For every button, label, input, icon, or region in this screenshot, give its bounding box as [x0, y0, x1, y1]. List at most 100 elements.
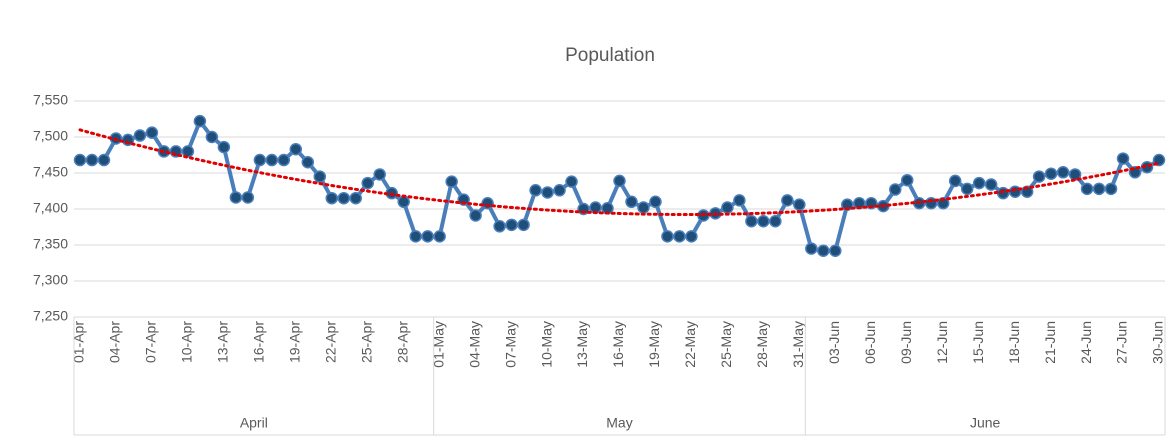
data-point [277, 153, 291, 167]
x-tick-label: 25-Apr [358, 321, 374, 363]
group-label: May [606, 415, 632, 431]
data-point [85, 153, 99, 167]
data-point [217, 140, 231, 154]
data-point [133, 129, 147, 142]
y-tick-label: 7,300 [33, 272, 68, 288]
data-point [841, 198, 854, 211]
y-tick-label: 7,350 [33, 236, 68, 252]
x-tick-label: 19-May [646, 321, 662, 368]
data-point [673, 230, 686, 243]
data-point [1044, 167, 1058, 180]
data-point [493, 220, 506, 233]
data-point [97, 153, 111, 167]
data-point [205, 130, 219, 144]
data-point [1032, 170, 1046, 183]
data-point [865, 196, 878, 210]
data-point [1116, 152, 1130, 165]
data-point [457, 193, 470, 206]
data-point [661, 230, 674, 243]
x-tick-label: 22-May [682, 321, 698, 368]
data-point [637, 201, 650, 214]
data-point [781, 194, 794, 207]
x-tick-label: 27-Jun [1114, 321, 1130, 364]
data-point [325, 191, 339, 205]
data-point [73, 153, 87, 167]
data-point [948, 174, 962, 188]
data-point [301, 155, 315, 169]
data-point [193, 114, 207, 128]
y-tick-label: 7,500 [33, 128, 68, 144]
x-tick-label: 01-May [430, 321, 446, 368]
data-point [349, 191, 362, 205]
x-tick-label: 16-May [610, 321, 626, 368]
x-tick-label: 10-May [538, 321, 554, 368]
data-point [421, 230, 434, 243]
x-tick-label: 24-Jun [1078, 321, 1094, 364]
x-tick-label: 07-Apr [143, 321, 159, 363]
y-tick-label: 7,400 [33, 200, 68, 216]
data-point [469, 209, 482, 222]
data-point [745, 214, 758, 228]
data-point [397, 195, 410, 209]
data-point [960, 182, 974, 196]
x-tick-label: 01-Apr [71, 321, 87, 363]
data-point [505, 218, 518, 232]
data-point [433, 230, 446, 243]
x-tick-label: 28-May [754, 321, 770, 368]
data-point [289, 142, 303, 156]
y-tick-label: 7,550 [33, 92, 68, 108]
data-point [145, 126, 159, 139]
data-point [793, 198, 806, 211]
data-point [829, 244, 842, 258]
data-point [517, 218, 530, 232]
data-point [229, 191, 243, 204]
data-point [757, 214, 770, 228]
data-point [409, 230, 422, 243]
data-point [1092, 182, 1106, 196]
x-tick-label: 22-Apr [322, 321, 338, 363]
data-point [253, 153, 267, 167]
x-tick-label: 04-Apr [107, 321, 123, 363]
x-tick-label: 03-Jun [826, 321, 842, 364]
data-point [481, 196, 494, 210]
x-tick-label: 10-Apr [179, 321, 195, 363]
x-tick-label: 31-May [790, 321, 806, 368]
x-tick-label: 16-Apr [251, 321, 267, 363]
data-point [541, 186, 554, 199]
data-point [733, 194, 746, 207]
data-point [685, 230, 698, 243]
x-tick-label: 06-Jun [862, 321, 878, 364]
x-tick-label: 13-Apr [215, 321, 231, 363]
x-tick-label: 19-Apr [286, 321, 302, 363]
y-tick-label: 7,250 [33, 308, 68, 324]
data-point [817, 244, 830, 258]
group-label: June [970, 415, 1001, 431]
x-tick-label: 04-May [466, 321, 482, 368]
data-point [900, 173, 914, 187]
data-point [721, 201, 734, 214]
data-point [769, 214, 782, 228]
data-point [1104, 182, 1118, 196]
group-label: April [240, 415, 268, 431]
data-point [649, 195, 662, 209]
data-point [445, 175, 458, 188]
data-point [613, 174, 626, 188]
data-point [625, 195, 638, 209]
data-point [337, 191, 351, 205]
data-point [1056, 166, 1070, 179]
x-tick-label: 15-Jun [970, 321, 986, 364]
data-point [805, 242, 818, 255]
data-point [888, 183, 902, 196]
x-tick-label: 07-May [502, 321, 518, 368]
data-point [361, 176, 374, 190]
data-point [996, 186, 1010, 200]
x-tick-label: 30-Jun [1150, 321, 1166, 364]
data-point [984, 178, 998, 191]
x-tick-label: 09-Jun [898, 321, 914, 364]
y-tick-label: 7,450 [33, 164, 68, 180]
data-point [972, 176, 986, 190]
x-tick-label: 25-May [718, 321, 734, 368]
chart-title: Population [565, 45, 655, 66]
data-point [529, 184, 542, 197]
